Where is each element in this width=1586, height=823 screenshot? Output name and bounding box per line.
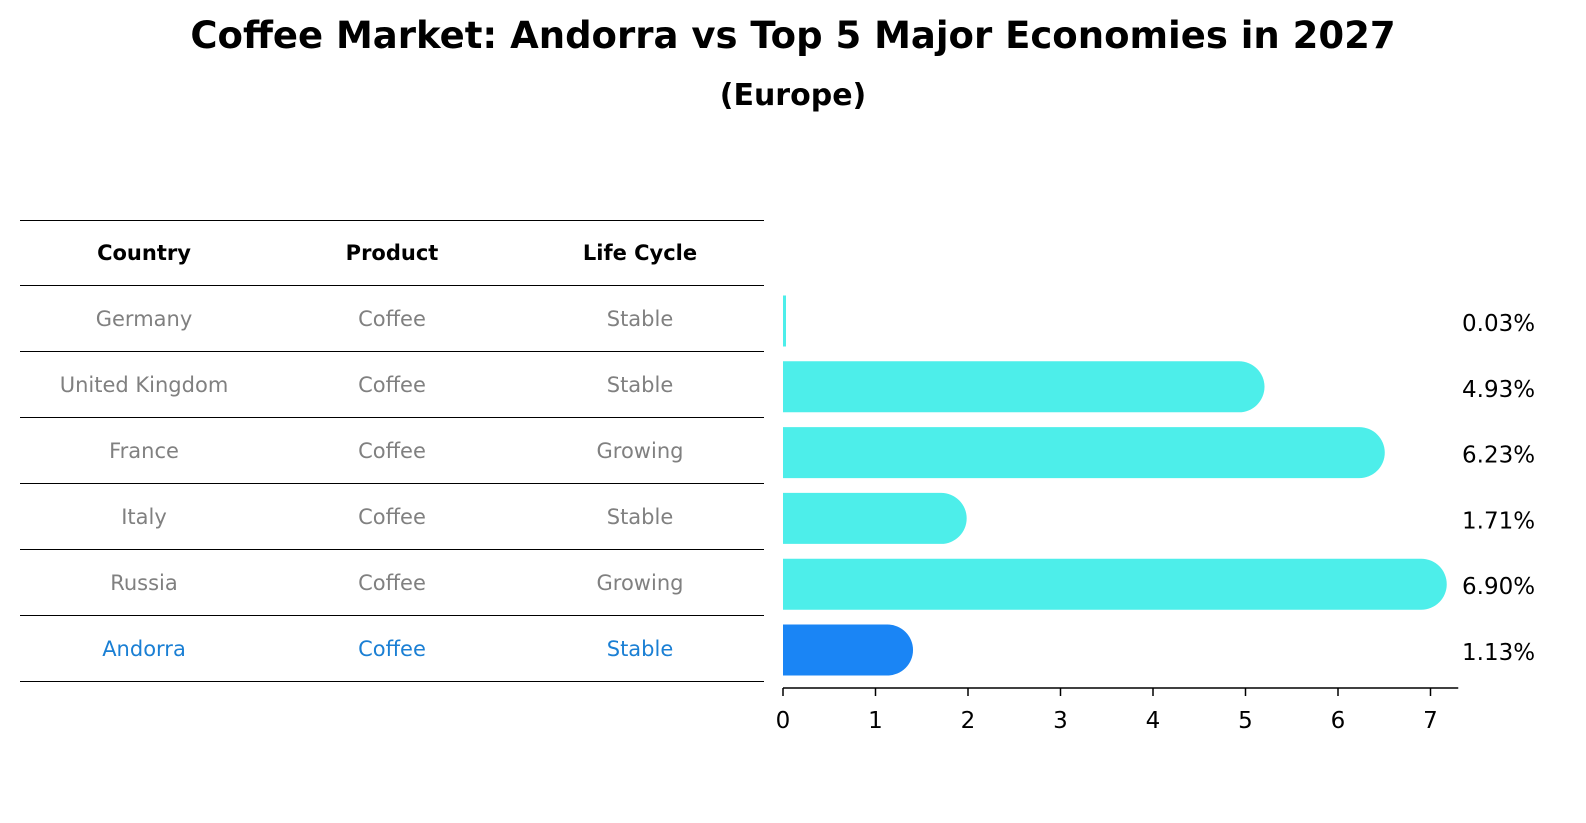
cell-country: United Kingdom [59,372,229,397]
value-label: 1.13% [1462,640,1535,666]
table-row: France Coffee Growing [20,418,764,484]
cell-country: Italy [121,504,167,529]
bar-russia [783,558,1447,610]
table-row: Germany Coffee Stable [20,286,764,352]
header-product: Product [345,241,439,265]
bar-united-kingdom [783,361,1265,413]
x-tick-label: 3 [1053,708,1068,734]
table-row: Italy Coffee Stable [20,484,764,550]
cell-life-cycle: Stable [606,636,674,661]
cell-life-cycle: Growing [596,570,684,595]
chart-subtitle: (Europe) [719,78,867,113]
table-row-highlight: Andorra Coffee Stable [20,616,764,682]
bars-group [783,295,1447,676]
x-tick-label: 0 [776,708,791,734]
value-label: 6.90% [1462,574,1535,600]
bar-italy [783,492,967,544]
cell-life-cycle: Stable [606,504,674,529]
table-row: Russia Coffee Growing [20,550,764,616]
bar-france [783,427,1385,479]
cell-country: Germany [95,306,193,331]
cell-product: Coffee [358,504,426,529]
table-header-row: Country Product Life Cycle [20,220,764,286]
x-tick-label: 5 [1238,708,1253,734]
bar-andorra [783,624,914,676]
chart-title: Coffee Market: Andorra vs Top 5 Major Ec… [190,14,1396,57]
cell-life-cycle: Growing [596,438,684,463]
cell-product: Coffee [358,438,426,463]
bar-germany [783,295,786,347]
table-row: United Kingdom Coffee Stable [20,352,764,418]
header-life-cycle: Life Cycle [582,241,698,265]
cell-product: Coffee [358,636,426,661]
cell-product: Coffee [358,372,426,397]
x-axis: 0 1 2 3 4 5 6 7 [776,687,1459,734]
cell-product: Coffee [358,570,426,595]
x-tick-label: 7 [1423,708,1438,734]
value-label: 0.03% [1462,311,1535,337]
value-label: 4.93% [1462,377,1535,403]
value-label: 6.23% [1462,443,1535,469]
cell-product: Coffee [358,306,426,331]
cell-country: Andorra [102,636,186,661]
data-table: Country Product Life Cycle Germany Coffe… [20,220,764,682]
cell-country: Russia [110,570,178,595]
x-tick-label: 4 [1146,708,1161,734]
cell-life-cycle: Stable [606,372,674,397]
x-tick-label: 2 [961,708,976,734]
header-country: Country [97,241,191,265]
x-tick-label: 6 [1331,708,1346,734]
value-label: 1.71% [1462,508,1535,534]
value-labels-group: 0.03% 4.93% 6.23% 1.71% 6.90% 1.13% [1462,311,1535,666]
x-tick-label: 1 [868,708,883,734]
cell-life-cycle: Stable [606,306,674,331]
cell-country: France [109,438,179,463]
